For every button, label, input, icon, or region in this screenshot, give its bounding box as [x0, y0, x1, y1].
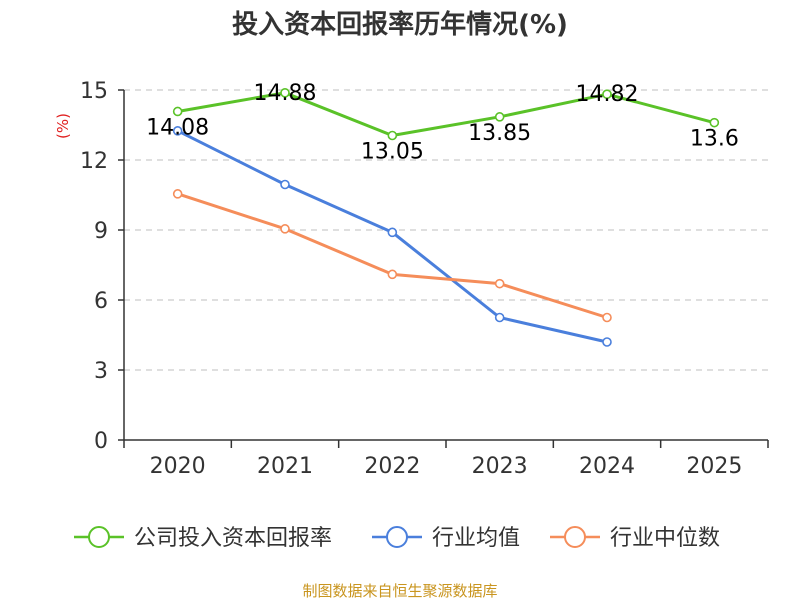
legend-marker: [564, 526, 586, 548]
data-point: [172, 189, 183, 199]
legend-item-2: 行业中位数: [550, 526, 720, 551]
data-labels: 14.08 14.88 13.05 13.85 14.82 13.6: [146, 81, 739, 165]
data-point: [172, 106, 183, 117]
legend-label: 公司投入资本回报率: [134, 526, 332, 551]
data-point: [602, 337, 612, 347]
y-tick-label: 6: [94, 289, 108, 314]
x-tick-label: 2021: [257, 454, 313, 479]
x-tick-label: 2024: [579, 454, 635, 479]
data-point: [602, 312, 612, 323]
legend: 公司投入资本回报率 行业均值 行业中位数: [74, 526, 720, 551]
legend-label: 行业均值: [432, 526, 520, 551]
data-point: [280, 224, 290, 234]
data-point: [387, 227, 398, 238]
x-tick-label: 2020: [150, 454, 206, 479]
data-label: 13.05: [361, 140, 424, 165]
data-point: [387, 269, 398, 280]
data-point: [387, 130, 398, 141]
data-point: [280, 179, 290, 190]
data-label: 13.6: [690, 127, 739, 152]
x-tick-label: 2023: [472, 454, 528, 479]
series-plot: [172, 88, 720, 347]
data-label: 14.08: [146, 115, 209, 140]
y-tick-label: 15: [80, 79, 108, 104]
data-point: [280, 88, 290, 98]
y-tick-label: 12: [80, 149, 108, 174]
x-tick-label: 2025: [686, 454, 742, 479]
data-point: [709, 117, 720, 128]
data-point: [172, 126, 183, 136]
y-tick-label: 0: [94, 429, 108, 454]
data-label: 13.85: [468, 121, 531, 146]
data-label: 14.88: [254, 81, 317, 106]
y-axis-unit-label: (%): [54, 113, 72, 139]
chart-title: 投入资本回报率历年情况(%): [232, 9, 568, 40]
grid: [124, 89, 768, 371]
y-tick-label: 3: [94, 359, 108, 384]
data-point: [494, 112, 505, 122]
legend-marker: [88, 526, 110, 548]
y-tick-label: 9: [94, 219, 108, 244]
axes: 0 3 6 9 12 15 2020 2021 2022 2023 2024 2025: [80, 79, 769, 479]
legend-item-1: 行业均值: [372, 526, 520, 551]
legend-marker: [386, 526, 408, 548]
data-point: [494, 278, 505, 289]
x-tick-label: 2022: [364, 454, 420, 479]
data-point: [602, 89, 612, 99]
series-line-2: [177, 192, 608, 319]
legend-label: 行业中位数: [610, 526, 720, 551]
data-point: [494, 312, 505, 323]
series-line-0: [177, 91, 715, 137]
legend-item-0: 公司投入资本回报率: [74, 526, 332, 551]
source-footer: 制图数据来自恒生聚源数据库: [302, 582, 497, 600]
data-label: 14.82: [576, 82, 639, 107]
